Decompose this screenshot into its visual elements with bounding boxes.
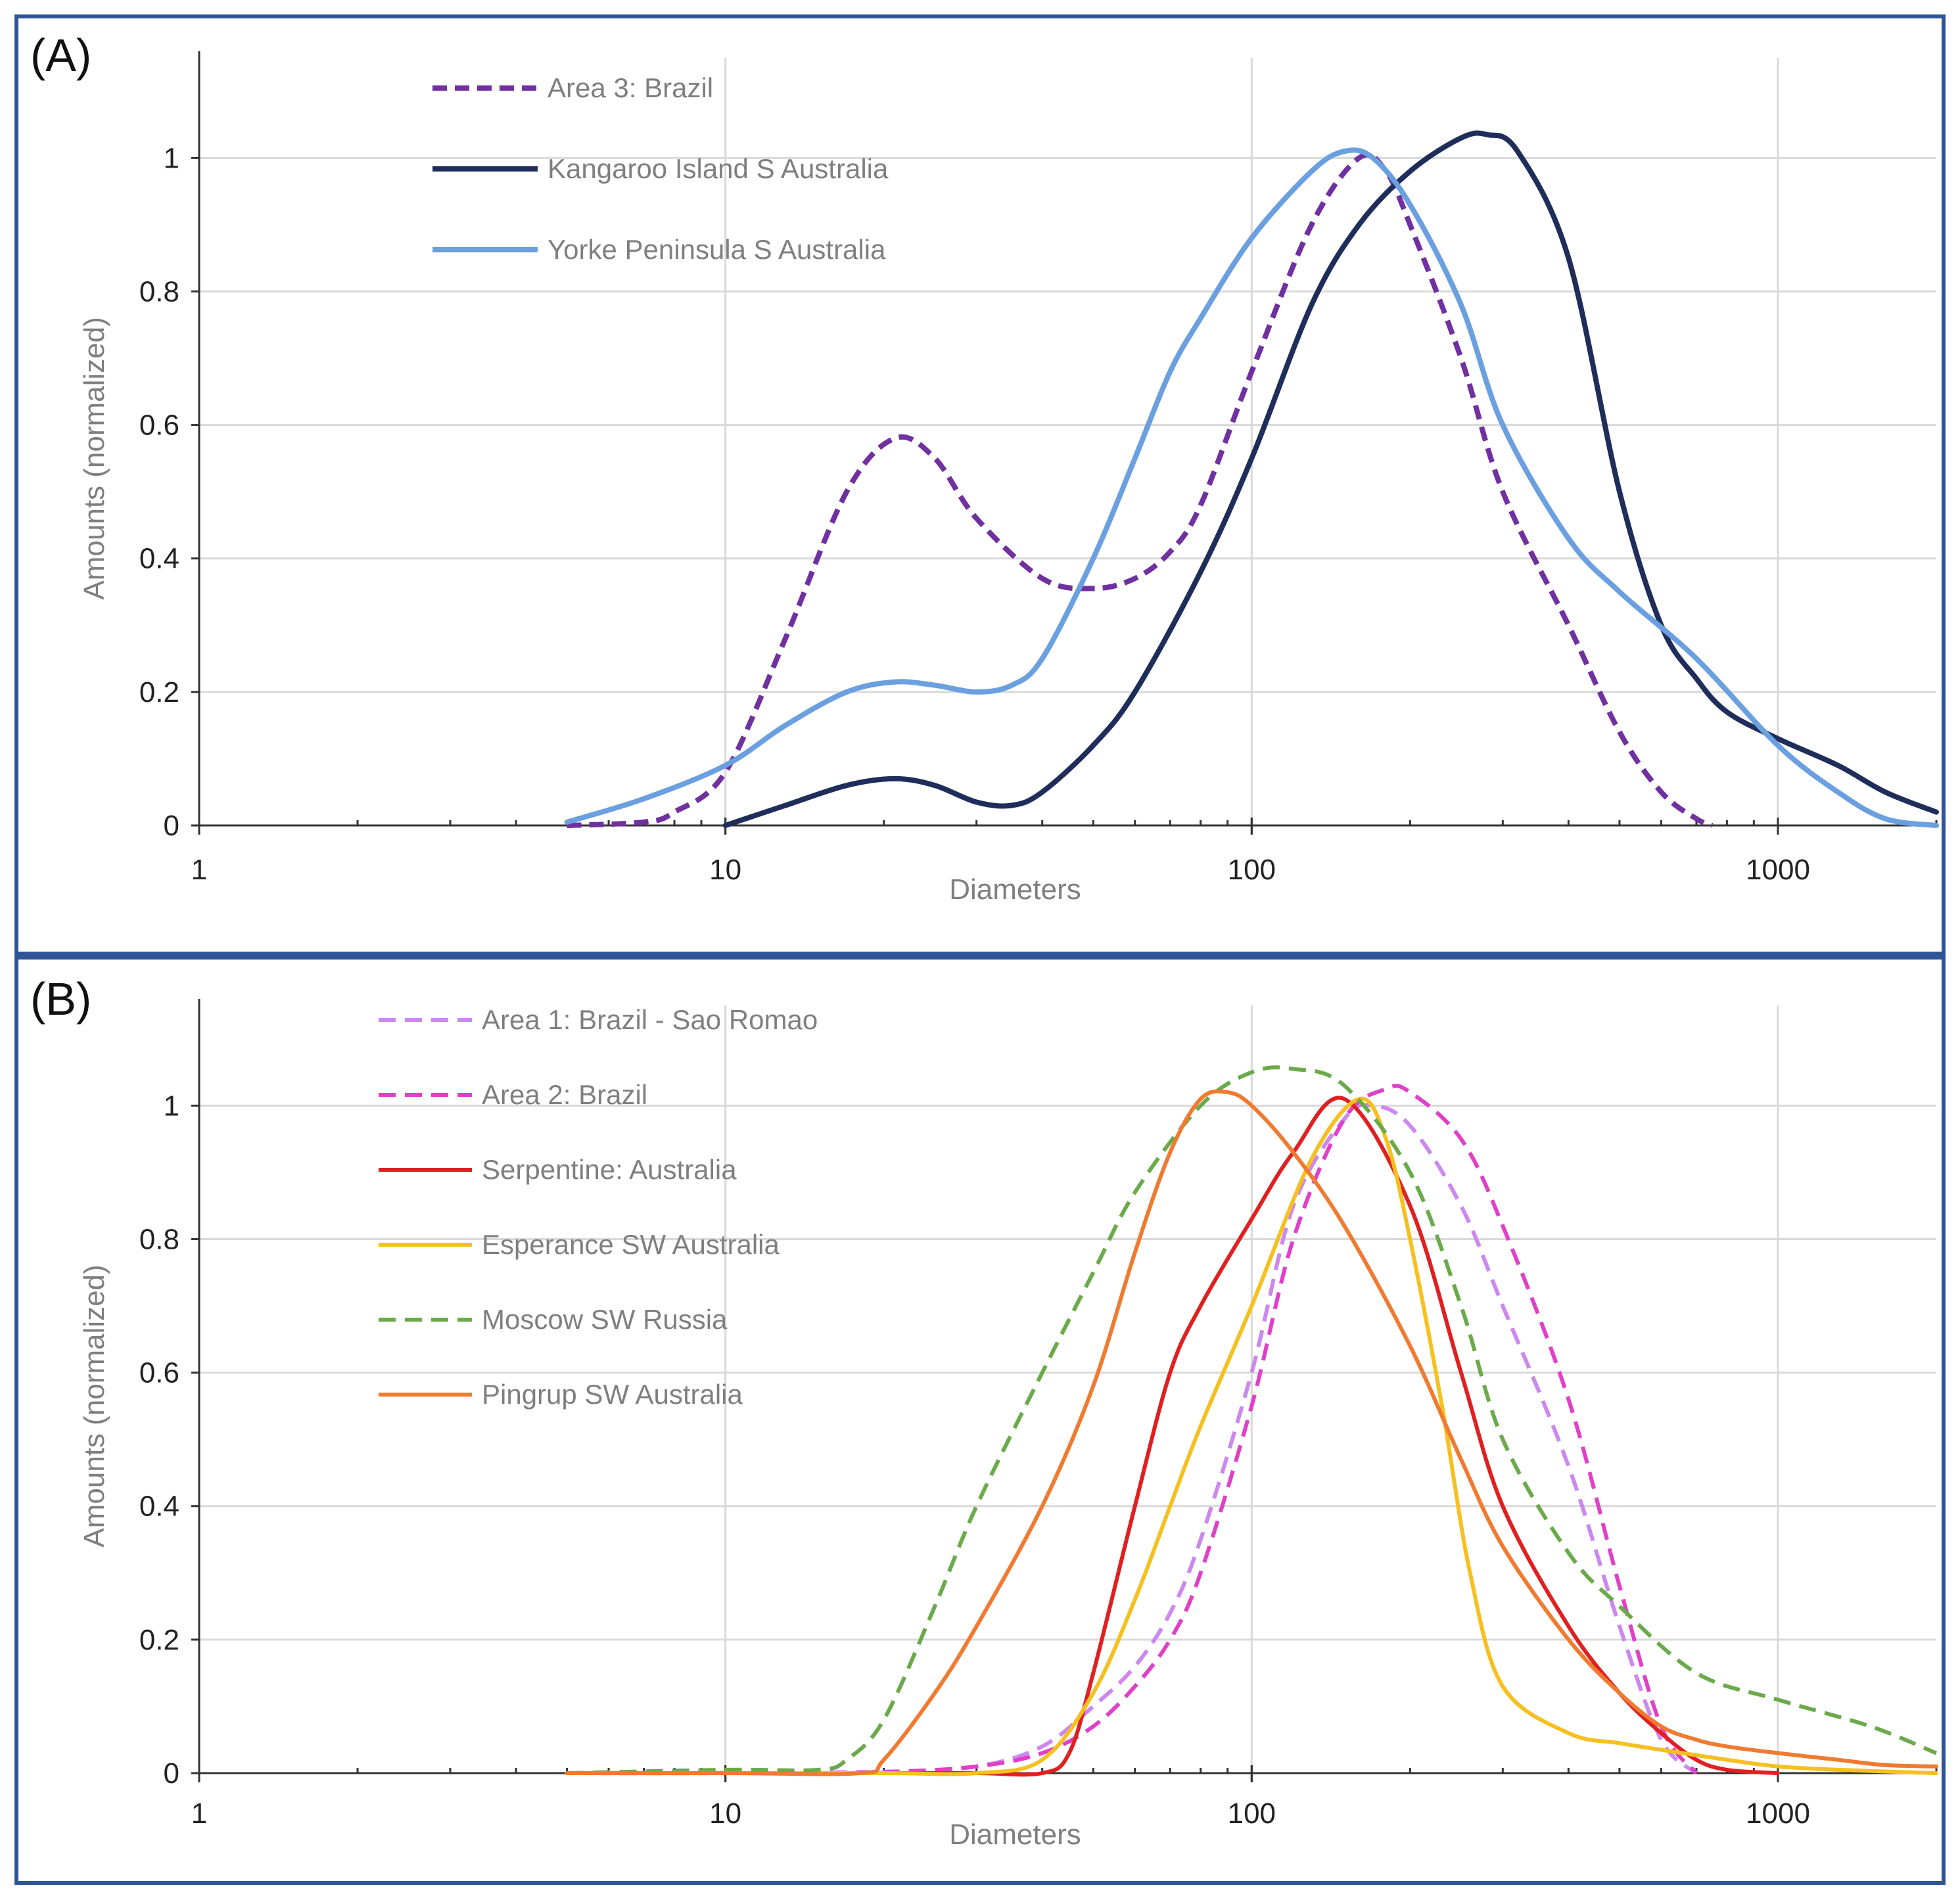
series-line-b-0 (567, 1103, 1698, 1776)
legend-label-a-1: Kangaroo Island S Australia (548, 153, 889, 184)
y-tick-label-b-1: 0.2 (139, 1624, 179, 1656)
y-tick-label-a-5: 1 (164, 142, 179, 174)
y-tick-label-a-4: 0.8 (139, 275, 179, 308)
x-tick-label-a-1: 10 (709, 854, 741, 886)
chart-panel-a: 0 0.2 0.4 0.6 0.8 1 1 10 100 1000 Diameters Amounts… (14, 14, 1946, 956)
legend-label-b-0: Area 1: Brazil - Sao Romao (482, 1004, 818, 1035)
x-tick-label-a-3: 1000 (1746, 854, 1810, 886)
y-tick-label-a-3: 0.6 (139, 409, 179, 442)
series-line-b-4 (567, 1065, 1938, 1775)
y-tick-label-a-2: 0.4 (139, 543, 179, 575)
series-line-a-2 (564, 147, 1939, 828)
x-tick-label-b-2: 100 (1228, 1797, 1276, 1830)
y-tick-label-b-4: 0.8 (139, 1223, 179, 1255)
x-axis-title-b: Diameters (949, 1818, 1081, 1851)
y-tick-label-b-2: 0.4 (139, 1491, 179, 1523)
chart-panel-b: 0 0.2 0.4 0.6 0.8 1 1 10 100 1000 Diameters Amounts… (14, 956, 1946, 1885)
x-tick-label-b-1: 10 (709, 1797, 741, 1830)
series-line-b-1 (567, 1084, 1698, 1776)
x-axis-title-a: Diameters (949, 873, 1081, 906)
chart-b-svg: 0 0.2 0.4 0.6 0.8 1 1 10 100 1000 Diameters Amounts… (30, 973, 1938, 1851)
legend-label-b-2: Serpentine: Australia (482, 1154, 737, 1185)
y-tick-label-b-0: 0 (164, 1757, 179, 1790)
x-tick-label-b-3: 1000 (1746, 1797, 1810, 1830)
series-line-a-1 (722, 130, 1939, 828)
series-line-b-5 (565, 1089, 1938, 1776)
x-tick-label-a-2: 100 (1228, 854, 1276, 886)
panel-label-a: (A) (30, 30, 91, 81)
chart-a-svg: 0 0.2 0.4 0.6 0.8 1 1 10 100 1000 Diameters Amounts… (30, 30, 1939, 906)
y-tick-label-b-3: 0.6 (139, 1357, 179, 1389)
legend-label-a-0: Area 3: Brazil (548, 72, 713, 103)
x-tick-label-a-0: 1 (191, 854, 207, 886)
panel-label-b: (B) (30, 973, 91, 1025)
legend-label-b-5: Pingrup SW Australia (482, 1379, 743, 1410)
legend-label-a-2: Yorke Peninsula S Australia (548, 234, 886, 265)
legend-label-b-3: Esperance SW Australia (482, 1229, 780, 1260)
series-line-a-0 (567, 152, 1714, 828)
y-axis-title-b: Amounts (normalized) (78, 1264, 110, 1547)
y-tick-label-a-1: 0.2 (139, 676, 179, 708)
legend-label-b-1: Area 2: Brazil (482, 1079, 647, 1110)
y-tick-label-b-5: 1 (164, 1090, 179, 1122)
y-tick-label-a-0: 0 (164, 810, 179, 842)
legend-label-b-4: Moscow SW Russia (482, 1304, 728, 1335)
y-axis-title-a: Amounts (normalized) (78, 317, 110, 599)
x-tick-label-b-0: 1 (191, 1797, 207, 1830)
